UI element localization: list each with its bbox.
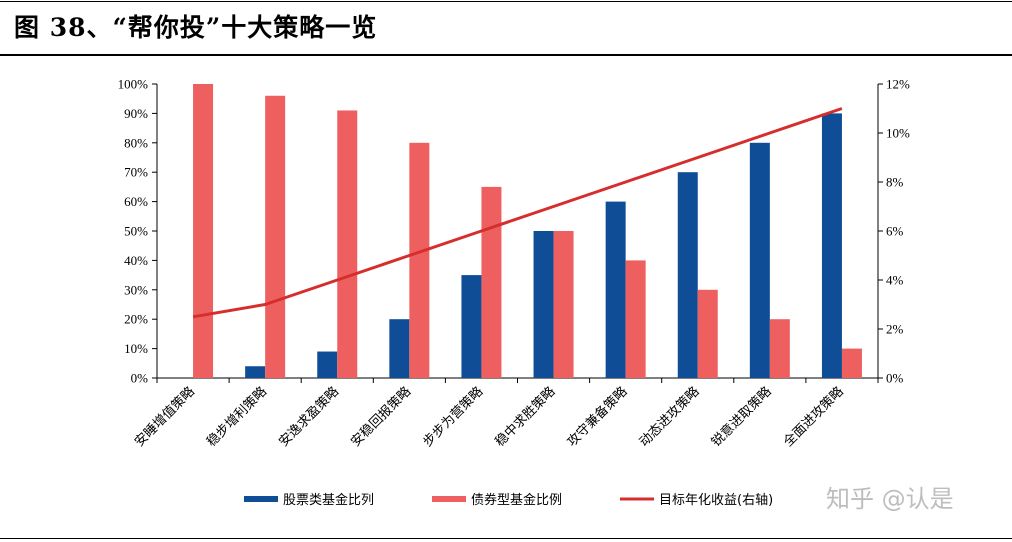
bar-equity — [317, 351, 338, 378]
y2-tick-label: 8% — [886, 175, 904, 190]
bar-bond — [841, 348, 862, 378]
legend-label-bond: 债券型基金比例 — [471, 492, 562, 508]
y-tick-label: 40% — [124, 253, 148, 268]
y-tick-label: 80% — [124, 135, 148, 150]
bar-bond — [553, 231, 574, 378]
watermark: 知乎 @认是 — [826, 485, 954, 513]
y-tick-label: 30% — [124, 282, 148, 297]
y2-tick-label: 0% — [886, 371, 904, 386]
bar-bond — [481, 186, 502, 378]
line-target-yield — [192, 107, 843, 319]
bar-bond — [769, 319, 790, 378]
bar-equity — [605, 201, 626, 378]
category-label: 锐意进取策略 — [708, 384, 774, 450]
title-rule — [0, 54, 1012, 56]
y2-tick-label: 6% — [886, 224, 904, 239]
bar-bond — [193, 84, 214, 378]
bar-bond — [625, 260, 646, 378]
bottom-border — [0, 538, 1012, 539]
bar-equity — [461, 275, 482, 378]
bar-bond — [409, 142, 430, 378]
bar-equity — [245, 366, 266, 378]
bar-bond — [265, 95, 286, 378]
category-label: 动态进攻策略 — [636, 384, 702, 450]
legend-label-line: 目标年化收益(右轴) — [659, 493, 773, 508]
category-label: 安睡增值策略 — [131, 384, 197, 450]
y2-tick-label: 2% — [886, 322, 904, 337]
bar-equity — [821, 113, 842, 379]
bar-bond — [337, 110, 358, 379]
legend-swatch-bond — [432, 496, 466, 502]
bar-bond — [697, 289, 718, 378]
y-tick-label: 70% — [124, 165, 148, 180]
y-tick-label: 10% — [124, 341, 148, 356]
category-label: 全面进攻策略 — [780, 384, 846, 450]
top-border — [0, 1, 1012, 2]
y-tick-label: 60% — [124, 194, 148, 209]
y-tick-label: 20% — [124, 312, 148, 327]
category-label: 步步为营策略 — [420, 384, 486, 450]
category-label: 稳中求胜策略 — [492, 384, 558, 450]
bar-equity — [389, 319, 410, 378]
y-tick-label: 90% — [124, 106, 148, 121]
y2-tick-label: 4% — [886, 273, 904, 288]
category-label: 安稳回报策略 — [348, 384, 414, 450]
bar-equity — [677, 172, 698, 378]
category-label: 稳步增利策略 — [203, 384, 269, 450]
figure-title: 图 38、“帮你投”十大策略一览 — [14, 13, 378, 42]
y-tick-label: 0% — [131, 371, 149, 386]
y-tick-label: 50% — [124, 224, 148, 239]
bar-equity — [749, 142, 770, 378]
y-tick-label: 100% — [118, 77, 149, 92]
y2-tick-label: 12% — [886, 77, 910, 92]
bar-equity — [533, 231, 554, 378]
category-label: 攻守兼备策略 — [564, 384, 630, 450]
category-label: 安逸求盈策略 — [276, 384, 342, 450]
legend-swatch-equity — [244, 496, 278, 502]
legend-label-equity: 股票类基金比列 — [283, 492, 374, 508]
y2-tick-label: 10% — [886, 126, 910, 141]
